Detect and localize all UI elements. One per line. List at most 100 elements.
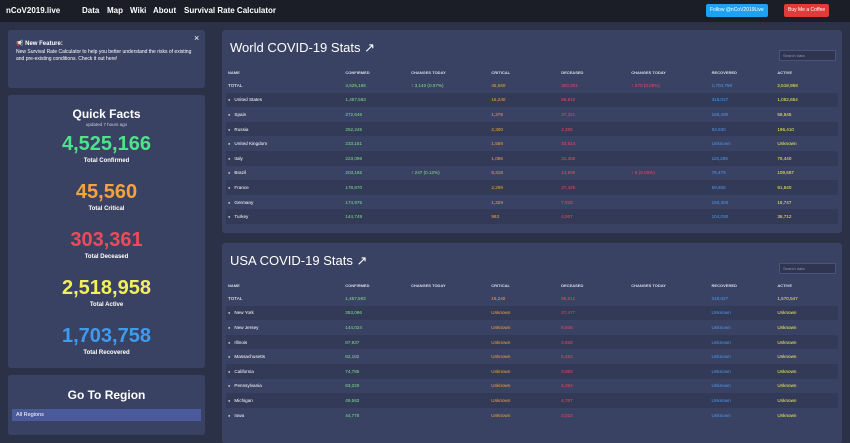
cell: 963 xyxy=(489,209,560,224)
header-cell: CONFIRMED xyxy=(345,282,370,288)
cell: Unknown xyxy=(709,305,776,321)
panel-title: USA COVID-19 Stats ↗ xyxy=(230,253,368,268)
nav-link[interactable]: Map xyxy=(107,6,123,15)
cell: 7,928 xyxy=(561,199,573,205)
region-select[interactable]: All Regions xyxy=(12,409,201,421)
cell: New York xyxy=(226,305,344,321)
cell: 3,063 xyxy=(559,363,630,379)
coffee-button[interactable]: Buy Me a Coffee xyxy=(784,4,830,17)
cell xyxy=(629,107,709,122)
search-input[interactable]: Search data xyxy=(779,50,836,61)
cell: 27,425 xyxy=(559,180,630,195)
nav-link[interactable]: Survival Rate Calculator xyxy=(184,6,277,15)
fact-label: Total Active xyxy=(89,302,124,308)
cell: 233,151 xyxy=(345,141,363,147)
cell: 87,937 xyxy=(343,334,409,350)
cell xyxy=(629,408,709,423)
header-cell: CHANGES TODAY xyxy=(411,69,446,75)
header-cell: CHANGES TODAY xyxy=(410,282,446,288)
cell: 5,482 xyxy=(561,354,573,360)
cell xyxy=(629,320,709,335)
cell: Unknown xyxy=(775,334,838,350)
cell: 16,240 xyxy=(491,295,506,301)
navbar: nCoV2019.live Data Map Wiki About Surviv… xyxy=(0,0,850,22)
nav-link[interactable]: Wiki xyxy=(130,6,147,15)
feature-text: New Survival Rate Calculator to help you… xyxy=(16,49,192,62)
fact-label: Total Confirmed xyxy=(83,158,130,164)
nav-link[interactable]: About xyxy=(153,6,177,15)
cell: Unknown xyxy=(777,383,797,389)
cell: Unknown xyxy=(777,412,797,418)
cell: Unknown xyxy=(711,324,731,330)
cell xyxy=(409,121,490,137)
cell: 16,240 xyxy=(489,92,560,108)
feature-card: 📢 New Feature: × New Survival Rate Calcu… xyxy=(8,30,205,88)
cell: Unknown xyxy=(489,334,560,350)
feature-title: 📢 New Feature: xyxy=(16,41,63,47)
table-row: California74,785Unknown3,063UnknownUnkno… xyxy=(226,363,838,379)
nav-link[interactable]: Data xyxy=(82,6,100,15)
cell: 353,096 xyxy=(343,305,409,321)
cell: Unknown xyxy=(775,363,838,379)
search-input[interactable]: Search data xyxy=(779,263,836,274)
cell: 82,182 xyxy=(345,354,360,360)
cell: 76,440 xyxy=(775,150,838,166)
cell xyxy=(629,379,709,394)
twitter-button[interactable]: Follow @nCoV2019Live xyxy=(706,4,768,17)
cell: Unknown xyxy=(491,412,511,418)
cell: 2,518,958 xyxy=(777,82,798,88)
close-button[interactable]: × xyxy=(194,33,200,43)
cell: 31,368 xyxy=(559,150,630,166)
brand[interactable]: nCoV2019.live xyxy=(6,6,61,15)
header-cell: CRITICAL xyxy=(491,69,511,75)
cell xyxy=(629,334,710,350)
cell: 53,530 xyxy=(709,121,776,137)
cell: Unknown xyxy=(775,393,838,408)
cell: Unknown xyxy=(777,141,797,147)
quick-facts: Quick Facts updated 7 hours ago 4,525,16… xyxy=(8,95,205,368)
cell xyxy=(629,180,710,195)
cell: Pennsylvania xyxy=(226,379,343,394)
cell: 4,525,166 xyxy=(345,82,366,88)
cell xyxy=(629,136,709,151)
fact-value: 1,703,758 xyxy=(62,325,151,347)
table-row: TOTAL 4,525,166 ↑ 3,140 (0.07%) 45,560 303,3… xyxy=(226,78,838,93)
cell: Germany xyxy=(226,195,343,210)
cell xyxy=(409,92,490,108)
cell xyxy=(409,209,490,224)
cell: Unknown xyxy=(489,305,560,321)
cell: 74,785 xyxy=(343,363,409,379)
cell: United States xyxy=(226,92,344,108)
header-cell: ACTIVE xyxy=(777,282,792,288)
cell xyxy=(629,209,710,224)
cell: ↑ 3,140 (0.07%) xyxy=(411,82,444,88)
header-cell: CONFIRMED xyxy=(345,69,370,75)
cell: 1,376 xyxy=(491,111,503,117)
cell xyxy=(629,150,710,166)
cell: Unknown xyxy=(491,324,511,330)
fact: 4,525,166 Total Confirmed xyxy=(8,133,205,164)
cell: 150,300 xyxy=(711,199,729,205)
fact-value: 2,518,958 xyxy=(62,277,151,299)
cell: 174,975 xyxy=(345,199,363,205)
cell: United Kingdom xyxy=(226,136,343,151)
cell: 86,912 xyxy=(561,295,576,301)
cell: Unknown xyxy=(491,354,511,360)
header-cell: DECEASED xyxy=(561,69,584,75)
fact: 45,560 Total Critical xyxy=(8,181,205,212)
region-card: Go To Region All Regions xyxy=(8,375,205,435)
usa-panel: USA COVID-19 Stats ↗ Search data NAME CON… xyxy=(222,243,842,443)
cell: 186,480 xyxy=(711,111,729,117)
header-cell: CRITICAL xyxy=(491,282,510,288)
cell: Unknown xyxy=(711,412,731,418)
header-cell: ACTIVE xyxy=(777,69,793,75)
cell: 33,614 xyxy=(561,141,576,147)
fact-value: 303,361 xyxy=(70,229,143,251)
